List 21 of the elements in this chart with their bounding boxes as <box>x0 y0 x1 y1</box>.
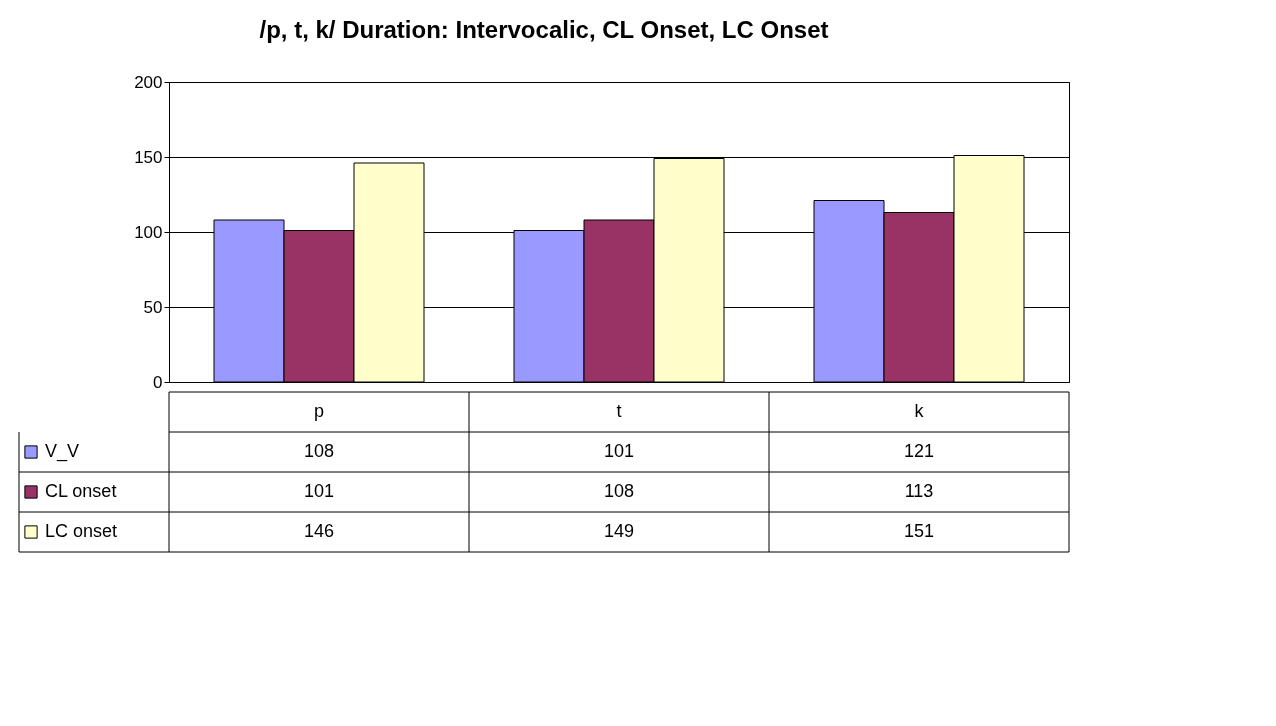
x-tick-label: t <box>616 401 622 421</box>
chart-title: /p, t, k/ Duration: Intervocalic, CL Onset, LC Onset <box>259 15 829 43</box>
x-tick-label: k <box>914 401 925 421</box>
data-label: 108 <box>303 441 335 461</box>
legend-label: V_V <box>45 441 80 462</box>
x-tick-label: p <box>313 401 325 421</box>
y-tick-label: 100 <box>134 222 163 242</box>
data-label: 146 <box>303 521 335 541</box>
data-label: 101 <box>303 481 335 501</box>
y-tick-label: 200 <box>134 72 163 92</box>
data-label: 149 <box>603 521 635 541</box>
legend-label: CL onset <box>45 481 117 501</box>
data-label: 101 <box>603 441 635 461</box>
data-label: 108 <box>603 481 635 501</box>
data-label: 121 <box>903 441 935 461</box>
y-tick-label: 50 <box>143 297 163 317</box>
data-label: 113 <box>904 481 934 501</box>
data-label: 151 <box>903 521 935 541</box>
y-tick-label: 150 <box>134 147 163 167</box>
legend-label: LC onset <box>45 521 118 541</box>
y-tick-label: 0 <box>153 372 163 392</box>
